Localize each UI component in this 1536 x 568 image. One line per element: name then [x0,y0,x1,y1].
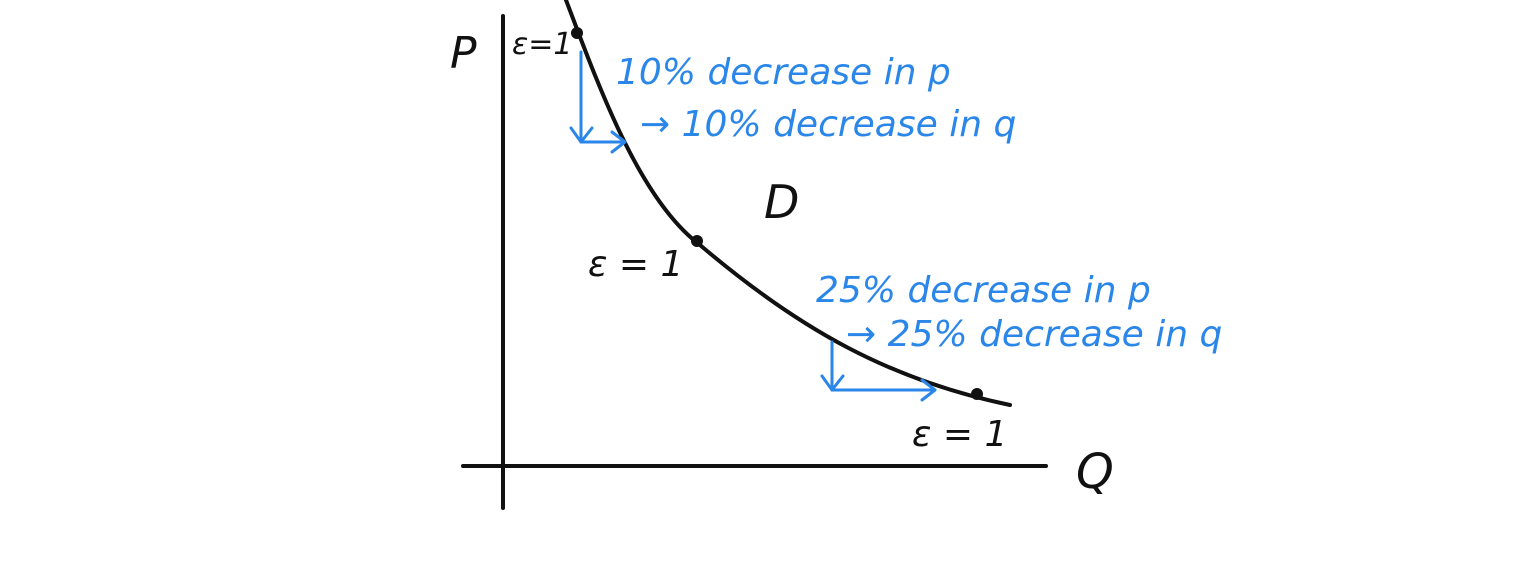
elasticity-label-bottom: ε = 1 [912,414,1007,455]
right-arrow-icon [830,378,937,402]
y-axis-label: P [450,28,477,79]
down-arrow-icon [569,50,594,144]
elasticity-label-middle: ε = 1 [588,244,683,285]
top-change-arrows [569,50,627,154]
top-annotation-line2: → 10% decrease in q [640,104,1016,145]
bottom-annotation-line2: → 25% decrease in q [846,314,1222,355]
point-marker-middle [691,235,703,247]
demand-curve-label: D [764,175,799,229]
point-marker-top [571,27,583,39]
point-marker-bottom [971,388,983,400]
top-annotation-line1: 10% decrease in p [616,52,951,93]
bottom-change-arrows [820,340,937,402]
down-arrow-icon [820,340,845,392]
x-axis-label: Q [1076,444,1114,500]
elasticity-label-top: ε=1 [512,27,572,62]
right-arrow-icon [579,130,627,154]
bottom-annotation-line1: 25% decrease in p [816,270,1151,311]
